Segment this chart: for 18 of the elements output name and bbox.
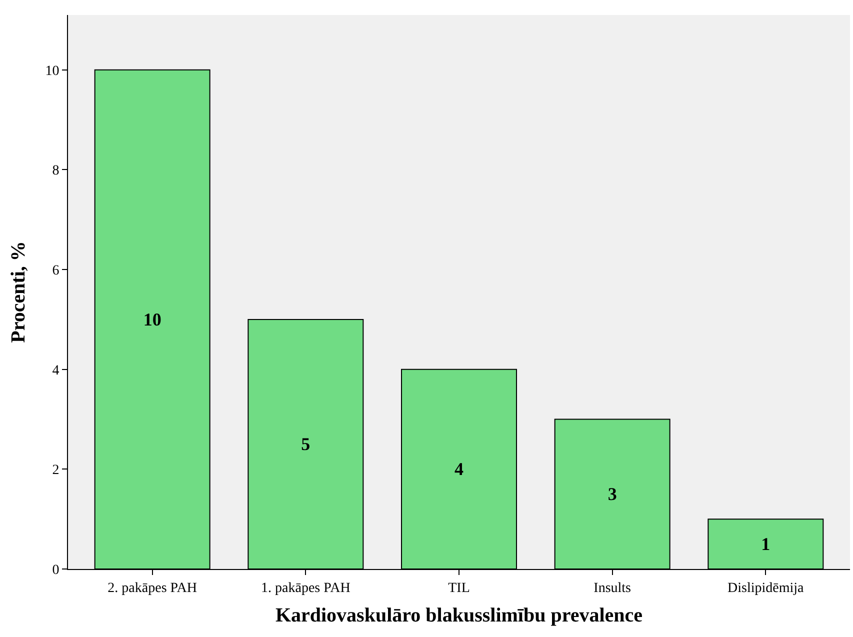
y-axis-title: Procenti, % <box>8 241 30 343</box>
data-label: 5 <box>301 434 310 454</box>
x-tick-label: Insults <box>594 580 631 596</box>
y-tick-label: 2 <box>52 463 60 478</box>
y-tick-label: 8 <box>52 164 60 179</box>
data-label: 4 <box>454 459 464 480</box>
y-tick-label: 6 <box>52 263 60 278</box>
x-axis-title: Kardiovaskulāro blakusslimību prevalence <box>275 604 643 626</box>
y-tick-label: 10 <box>45 64 60 79</box>
data-label: 1 <box>761 534 770 554</box>
y-tick-label: 4 <box>52 363 60 378</box>
x-tick-label: TIL <box>448 580 470 596</box>
x-tick-label: Dislipidēmija <box>728 580 805 596</box>
y-tick-label: 0 <box>52 562 60 578</box>
data-label: 3 <box>608 484 617 504</box>
x-tick-label: 1. pakāpes PAH <box>261 580 350 596</box>
data-label: 10 <box>143 309 162 330</box>
x-tick-label: 2. pakāpes PAH <box>108 580 197 596</box>
